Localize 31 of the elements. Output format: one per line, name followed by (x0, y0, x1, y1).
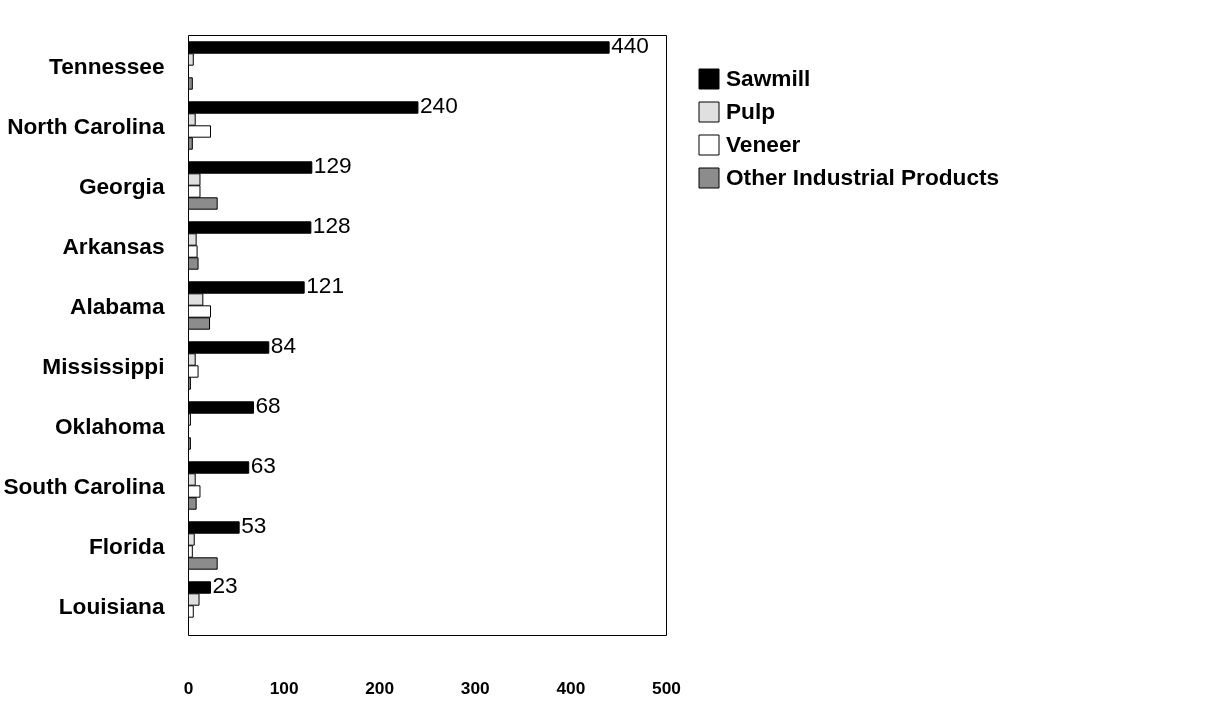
data-label: 121 (306, 272, 344, 298)
y-tick-label: Georgia (78, 172, 165, 199)
legend-label: Sawmill (726, 65, 811, 92)
data-label: 23 (212, 572, 238, 598)
y-tick-label: Florida (88, 532, 165, 559)
x-tick-label: 0 (183, 677, 194, 698)
x-tick-label: 100 (269, 677, 299, 698)
y-tick-label: North Carolina (7, 112, 165, 139)
y-tick-label: Mississippi (42, 352, 165, 379)
y-tick-label: Arkansas (62, 232, 165, 259)
data-label: 53 (241, 512, 267, 538)
y-tick-label: Louisiana (58, 592, 165, 619)
data-label: 68 (255, 392, 281, 418)
x-tick-label: 200 (365, 677, 395, 698)
bar (188, 77, 193, 90)
data-label: 440 (611, 32, 649, 58)
data-label: 240 (419, 92, 458, 118)
x-tick-label: 500 (652, 677, 681, 698)
legend-label: Veneer (726, 131, 801, 158)
data-label: 129 (313, 152, 352, 178)
data-label: 128 (312, 212, 351, 238)
legend-label: Pulp (726, 98, 776, 125)
y-tick-label: Tennessee (49, 52, 165, 79)
y-tick-label: South Carolina (3, 472, 165, 499)
y-tick-label: Alabama (70, 292, 165, 319)
data-label: 63 (250, 452, 276, 478)
y-tick-label: Oklahoma (54, 412, 165, 439)
data-label: 84 (270, 332, 297, 358)
legend-label: Other Industrial Products (726, 164, 1000, 191)
x-tick-label: 400 (556, 677, 586, 698)
x-tick-label: 300 (460, 677, 490, 698)
